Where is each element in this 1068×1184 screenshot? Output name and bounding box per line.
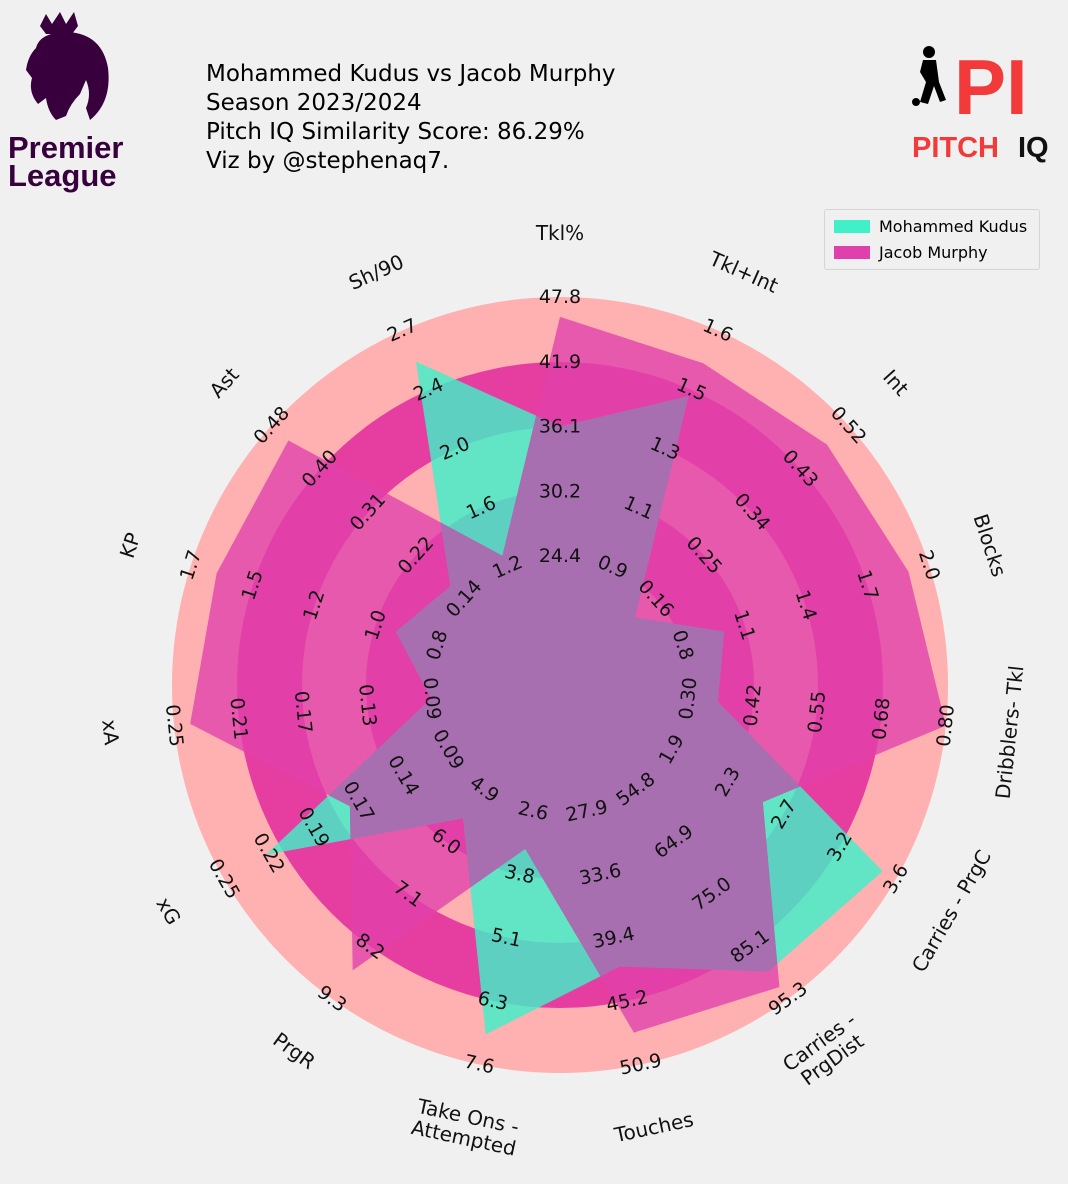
- ring-tick-label: 0.80: [933, 703, 959, 747]
- title-line-players: Mohammed Kudus vs Jacob Murphy: [206, 61, 616, 87]
- axis-label: Take Ons -Attempted: [409, 1094, 523, 1161]
- ring-tick-label: 41.9: [539, 351, 581, 373]
- pitch-iq-word-iq: IQ: [1018, 132, 1049, 164]
- ring-tick-label: 0.55: [804, 690, 830, 734]
- axis-label: Tkl%: [535, 221, 584, 245]
- axis-label-line: Int: [878, 365, 914, 401]
- chart-title-block: Mohammed Kudus vs Jacob Murphy Season 20…: [206, 60, 616, 176]
- legend-swatch-kudus: [834, 219, 870, 233]
- title-line-similarity: Pitch IQ Similarity Score: 86.29%: [206, 119, 585, 145]
- axis-label-line: Blocks: [969, 511, 1012, 580]
- premier-league-logo: Premier League: [8, 12, 123, 193]
- axis-label: xG: [151, 893, 185, 929]
- legend-item-kudus: Mohammed Kudus: [834, 216, 1027, 236]
- ring-tick-label: 47.8: [539, 286, 581, 308]
- ring-tick-label: 36.1: [539, 416, 581, 438]
- ring-tick-label: 24.4: [539, 545, 581, 567]
- axis-label-line: Touches: [611, 1107, 695, 1147]
- axis-label: Carries -PrgDist: [778, 1007, 873, 1094]
- axis-label-line: Tkl+Int: [705, 246, 782, 298]
- axis-label-line: Sh/90: [345, 249, 407, 294]
- pitch-iq-mark: PI: [954, 43, 1028, 131]
- ring-tick-label: 0.68: [868, 697, 894, 741]
- axis-label: PrgR: [269, 1027, 321, 1074]
- legend-item-murphy: Jacob Murphy: [834, 242, 988, 262]
- axis-label: Tkl+Int: [705, 246, 782, 298]
- axis-label: xA: [97, 718, 124, 746]
- axis-label-line: Tkl%: [535, 221, 584, 245]
- legend-swatch-murphy: [834, 245, 870, 259]
- axis-label: Dribblers- Tkl: [991, 664, 1029, 800]
- axis-label-line: xA: [97, 718, 124, 746]
- legend-label-murphy: Jacob Murphy: [879, 242, 988, 262]
- ring-tick-label: 0.21: [225, 697, 251, 741]
- title-line-season: Season 2023/2024: [206, 90, 422, 116]
- axis-label: Int: [878, 365, 914, 401]
- chart-legend: Mohammed Kudus Jacob Murphy: [824, 209, 1040, 270]
- axis-label: Sh/90: [345, 249, 407, 294]
- axis-label-line: Dribblers- Tkl: [991, 664, 1029, 800]
- ring-tick-label: 30.2: [539, 480, 581, 502]
- ring-tick-label: 0.13: [354, 683, 380, 727]
- legend-label-kudus: Mohammed Kudus: [879, 216, 1028, 236]
- axis-label: Ast: [204, 363, 243, 403]
- radar-area-overlap: [265, 361, 883, 1033]
- axis-label-line: KP: [115, 530, 146, 561]
- axis-label: KP: [115, 530, 146, 561]
- pl-logo-word1: Premier: [8, 130, 123, 165]
- axis-label-line: PrgR: [269, 1027, 321, 1074]
- pl-logo-word2: League: [8, 158, 117, 193]
- ring-tick-label: 0.30: [675, 676, 701, 720]
- ring-tick-label: 0.25: [161, 703, 187, 747]
- axis-label-line: xG: [151, 893, 185, 929]
- pitch-iq-logo: PI PITCH IQ: [912, 43, 1049, 164]
- ring-tick-label: 0.17: [290, 690, 316, 734]
- title-line-credit: Viz by @stephenaq7.: [206, 148, 450, 174]
- axis-label-line: Carries - PrgC: [907, 846, 996, 976]
- pitch-iq-word-pitch: PITCH: [912, 132, 999, 164]
- ring-tick-label: 0.42: [740, 683, 766, 727]
- axis-label: Carries - PrgC: [907, 846, 996, 976]
- ring-tick-label: 0.09: [419, 676, 445, 720]
- axis-label-line: Ast: [204, 363, 243, 403]
- footballer-silhouette-icon: [912, 46, 946, 106]
- axis-label: Touches: [611, 1107, 695, 1147]
- axis-label: Blocks: [969, 511, 1012, 580]
